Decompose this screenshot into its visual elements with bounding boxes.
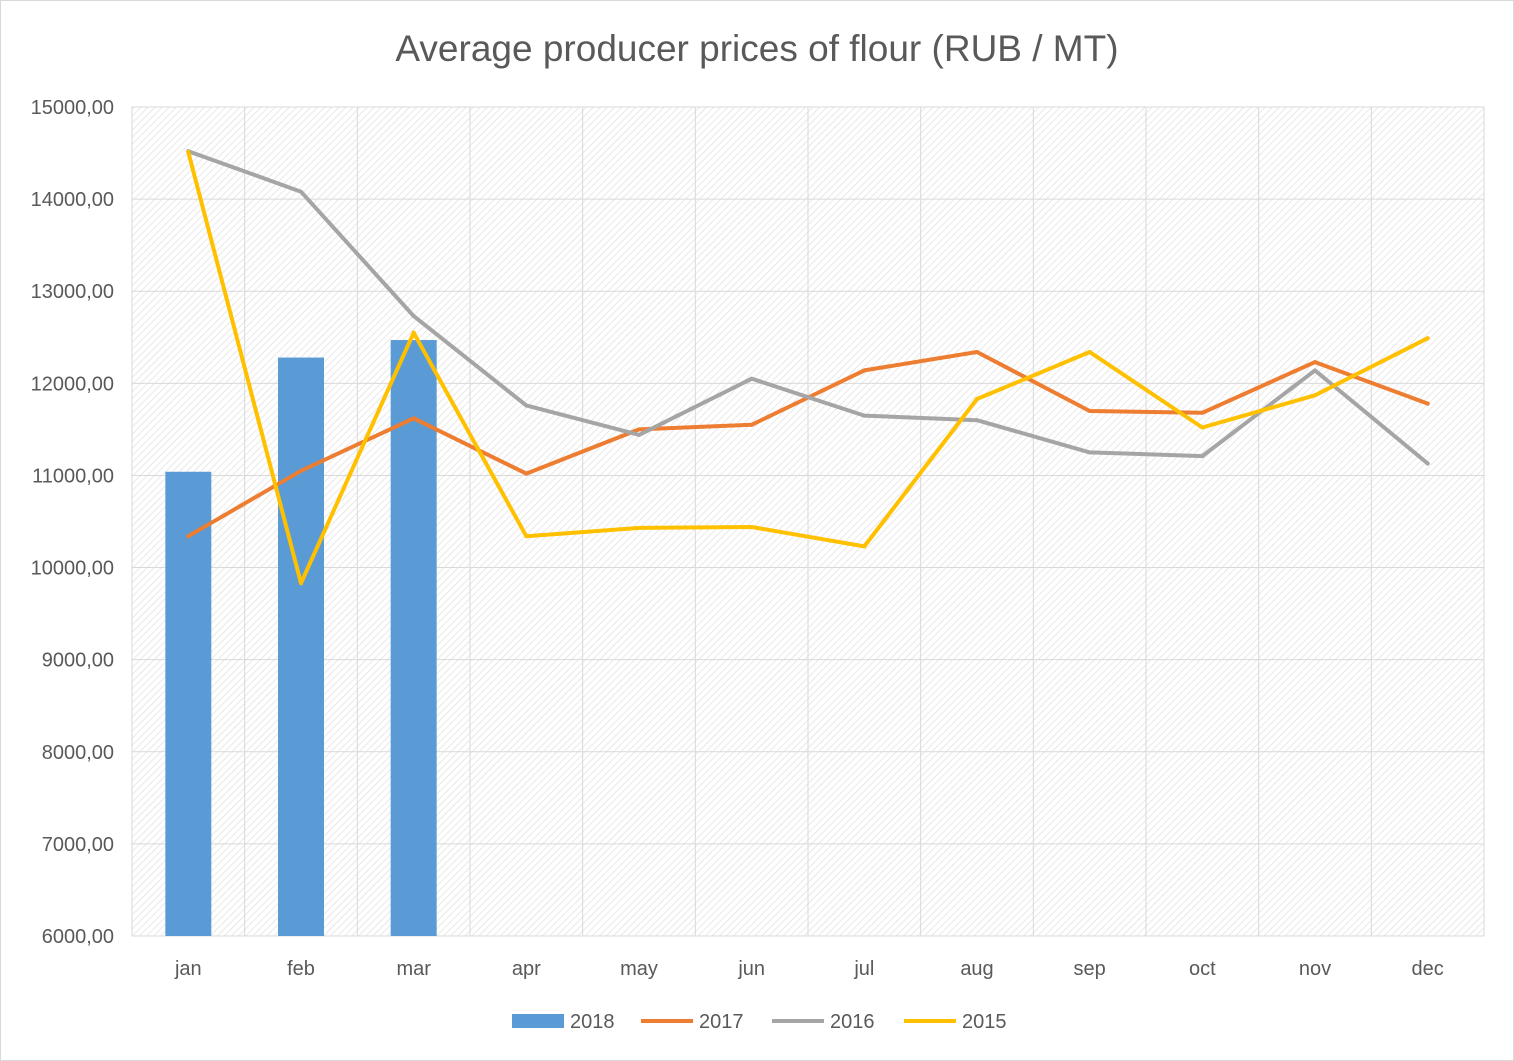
y-tick-label: 8000,00: [42, 742, 114, 764]
y-tick-label: 15000,00: [31, 97, 114, 119]
legend-label-2016: 2016: [830, 1011, 875, 1033]
legend-label-2018: 2018: [570, 1011, 615, 1033]
point-2015-jul: [862, 544, 867, 549]
bar-2018-mar: [390, 340, 437, 936]
chart-title: Average producer prices of flour (RUB / …: [395, 28, 1119, 69]
x-tick-label-sep: sep: [1074, 958, 1106, 980]
legend-label-2015: 2015: [962, 1011, 1007, 1033]
line-series-2016: [186, 149, 1430, 466]
y-tick-label: 13000,00: [31, 281, 114, 303]
x-tick-label-jan: jan: [174, 958, 202, 980]
point-2016-aug: [975, 418, 979, 423]
y-tick-label: 7000,00: [42, 834, 114, 856]
point-2017-aug: [975, 350, 979, 355]
point-2016-may: [637, 432, 641, 437]
point-2017-may: [637, 427, 641, 432]
point-2017-jan: [186, 534, 191, 539]
x-tick-label-mar: mar: [396, 958, 431, 980]
point-2015-apr: [524, 534, 529, 539]
point-2017-jul: [862, 368, 867, 373]
point-2016-nov: [1313, 368, 1317, 373]
point-2016-oct: [1200, 454, 1205, 459]
line-series-2015: [186, 150, 1430, 586]
point-2015-sep: [1087, 350, 1092, 355]
point-2016-dec: [1425, 461, 1430, 466]
point-2016-feb: [299, 189, 303, 194]
x-tick-label-aug: aug: [960, 958, 993, 980]
y-tick-label: 9000,00: [42, 650, 114, 672]
x-tick-label-nov: nov: [1299, 958, 1331, 980]
legend-swatch-2018: [512, 1014, 564, 1028]
point-2016-mar: [411, 314, 416, 319]
point-2015-jan: [186, 150, 191, 155]
point-2015-nov: [1313, 393, 1317, 398]
bar-2018-feb: [278, 357, 324, 936]
point-2017-dec: [1425, 401, 1430, 406]
point-2015-mar: [411, 330, 416, 335]
point-2017-apr: [524, 471, 529, 476]
y-tick-label: 11000,00: [32, 465, 114, 487]
point-2017-sep: [1087, 408, 1092, 413]
point-2015-may: [637, 525, 641, 530]
point-2015-feb: [299, 581, 303, 586]
y-tick-label: 12000,00: [31, 373, 114, 395]
legend-label-2017: 2017: [699, 1011, 744, 1033]
point-2015-dec: [1425, 336, 1430, 341]
point-2016-jul: [862, 413, 867, 418]
point-2017-oct: [1200, 410, 1205, 415]
point-2016-apr: [524, 403, 529, 408]
point-2017-nov: [1313, 360, 1317, 365]
point-2015-oct: [1200, 425, 1205, 430]
x-tick-label-jun: jun: [737, 958, 765, 980]
y-tick-label: 14000,00: [31, 189, 114, 211]
point-2017-feb: [299, 468, 303, 473]
y-tick-label: 10000,00: [31, 558, 114, 580]
bar-2018-jan: [165, 471, 212, 936]
x-tick-label-dec: dec: [1412, 958, 1444, 980]
x-tick-label-oct: oct: [1189, 958, 1216, 980]
x-tick-label-feb: feb: [287, 958, 315, 980]
x-tick-label-jul: jul: [853, 958, 874, 980]
x-tick-label-may: may: [620, 958, 658, 980]
point-2017-jun: [749, 422, 754, 427]
point-2016-sep: [1087, 450, 1092, 455]
point-2015-aug: [975, 396, 979, 401]
y-tick-label: 6000,00: [42, 926, 114, 948]
point-2015-jun: [749, 525, 754, 530]
point-2016-jun: [749, 376, 754, 381]
x-tick-label-apr: apr: [512, 958, 541, 980]
point-2017-mar: [411, 416, 416, 421]
